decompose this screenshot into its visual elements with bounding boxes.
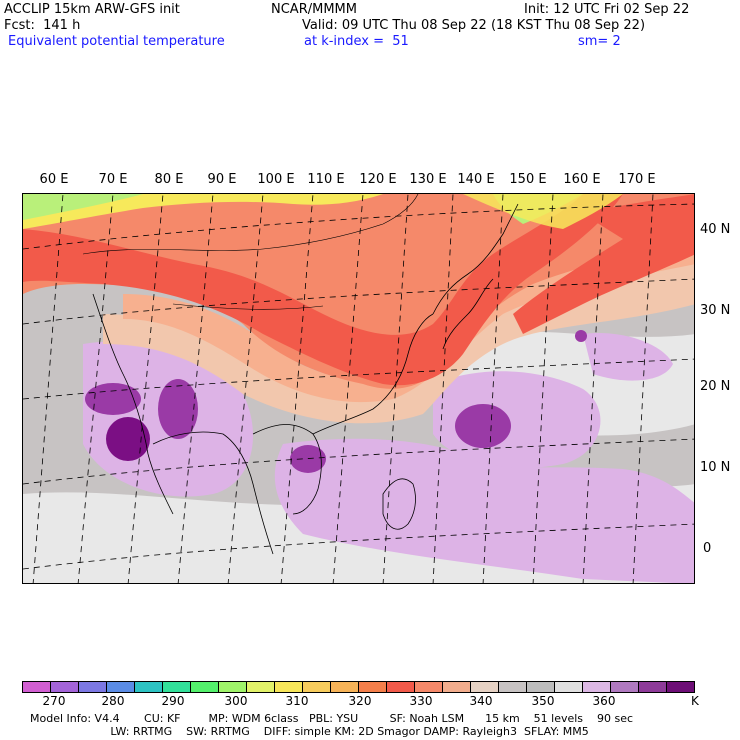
border bbox=[172, 303, 324, 310]
lon-label: 60 E bbox=[39, 172, 69, 187]
smoothing-label: sm= 2 bbox=[578, 34, 621, 49]
lat-label: 30 N bbox=[700, 303, 731, 318]
lon-label: 130 E bbox=[409, 172, 447, 187]
map-canvas bbox=[23, 194, 694, 583]
valid-time: Valid: 09 UTC Thu 08 Sep 22 (18 KST Thu … bbox=[302, 18, 646, 33]
colorbar-swatch bbox=[611, 682, 639, 692]
parallel bbox=[23, 278, 694, 325]
red-region bbox=[23, 194, 623, 386]
model-info: Model Info: V4.4 CU: KF MP: WDM 6class P… bbox=[30, 712, 634, 725]
lon-label: 90 E bbox=[207, 172, 237, 187]
coastline bbox=[152, 431, 274, 555]
field-name: Equivalent potential temperature bbox=[8, 34, 225, 49]
lat-label: 40 N bbox=[700, 222, 731, 237]
model-title: ACCLIP 15km ARW-GFS init bbox=[4, 2, 180, 17]
colorbar-tick: 300 bbox=[224, 694, 248, 708]
colorbar-swatch bbox=[331, 682, 359, 692]
parallel bbox=[23, 203, 694, 250]
physics-info: LW: RRTMG SW: RRTMG DIFF: simple KM: 2D … bbox=[30, 725, 589, 738]
colorbar-swatch bbox=[51, 682, 79, 692]
purple-cluster bbox=[85, 383, 141, 415]
colorbar-swatch bbox=[219, 682, 247, 692]
yellow-region bbox=[463, 194, 623, 229]
colorbar-swatch bbox=[191, 682, 219, 692]
colorbar-swatch bbox=[23, 682, 51, 692]
colorbar-swatch bbox=[415, 682, 443, 692]
purple-cluster bbox=[158, 379, 198, 439]
lavender-region bbox=[274, 438, 694, 583]
colorbar-unit: K bbox=[691, 694, 699, 708]
colorbar-swatch bbox=[135, 682, 163, 692]
colorbar-swatch bbox=[247, 682, 275, 692]
lon-label: 70 E bbox=[98, 172, 128, 187]
colorbar-swatch bbox=[275, 682, 303, 692]
lat-label: 20 N bbox=[700, 379, 731, 394]
colorbar-swatch bbox=[107, 682, 135, 692]
lavender-region bbox=[583, 333, 673, 381]
init-time: Init: 12 UTC Fri 02 Sep 22 bbox=[524, 2, 690, 17]
colorbar-swatch bbox=[583, 682, 611, 692]
colorbar-tick: 330 bbox=[409, 694, 433, 708]
colorbar-tick: 340 bbox=[469, 694, 493, 708]
lon-label: 160 E bbox=[563, 172, 601, 187]
lon-label: 140 E bbox=[457, 172, 495, 187]
lon-label: 100 E bbox=[257, 172, 295, 187]
lat-label: 10 N bbox=[700, 460, 731, 475]
colorbar-swatch bbox=[471, 682, 499, 692]
border bbox=[82, 194, 419, 255]
colorbar-swatch bbox=[667, 682, 694, 692]
colorbar-tick: 270 bbox=[42, 694, 66, 708]
colorbar bbox=[22, 681, 695, 693]
graticule bbox=[23, 194, 694, 583]
lon-label: 120 E bbox=[359, 172, 397, 187]
lon-label: 150 E bbox=[509, 172, 547, 187]
colorbar-tick: 280 bbox=[101, 694, 125, 708]
colorbar-swatch bbox=[639, 682, 667, 692]
purple-cluster bbox=[106, 417, 150, 461]
colorbar-swatch bbox=[443, 682, 471, 692]
lon-label: 170 E bbox=[618, 172, 656, 187]
colorbar-swatch bbox=[359, 682, 387, 692]
purple-cluster bbox=[455, 404, 511, 448]
lat-label: 0 bbox=[703, 541, 712, 556]
coastline bbox=[382, 478, 416, 530]
colorbar-swatch bbox=[303, 682, 331, 692]
colorbar-tick: 290 bbox=[161, 694, 185, 708]
parallel bbox=[23, 523, 694, 570]
center-label: NCAR/MMMM bbox=[271, 2, 357, 17]
yellow-region bbox=[23, 194, 383, 229]
colorbar-swatch bbox=[499, 682, 527, 692]
coastline bbox=[312, 313, 434, 435]
green-region bbox=[23, 194, 143, 220]
coastline bbox=[252, 424, 322, 515]
colorbar-swatch bbox=[163, 682, 191, 692]
theta-e-map bbox=[22, 193, 695, 584]
coastline bbox=[432, 203, 519, 315]
purple-cluster bbox=[575, 330, 587, 342]
coastline bbox=[92, 293, 174, 515]
colorbar-swatch bbox=[555, 682, 583, 692]
colorbar-tick: 320 bbox=[348, 694, 372, 708]
colorbar-swatch bbox=[79, 682, 107, 692]
parallel bbox=[23, 438, 694, 485]
level-label: at k-index = 51 bbox=[304, 34, 409, 49]
colorbar-swatch bbox=[387, 682, 415, 692]
colorbar-tick: 310 bbox=[285, 694, 309, 708]
forecast-hour: Fcst: 141 h bbox=[4, 18, 81, 33]
lon-label: 110 E bbox=[307, 172, 345, 187]
lon-label: 80 E bbox=[154, 172, 184, 187]
purple-cluster bbox=[290, 445, 326, 473]
colorbar-tick: 360 bbox=[592, 694, 616, 708]
colorbar-tick: 350 bbox=[531, 694, 555, 708]
red-region bbox=[513, 194, 694, 334]
colorbar-swatch bbox=[527, 682, 555, 692]
